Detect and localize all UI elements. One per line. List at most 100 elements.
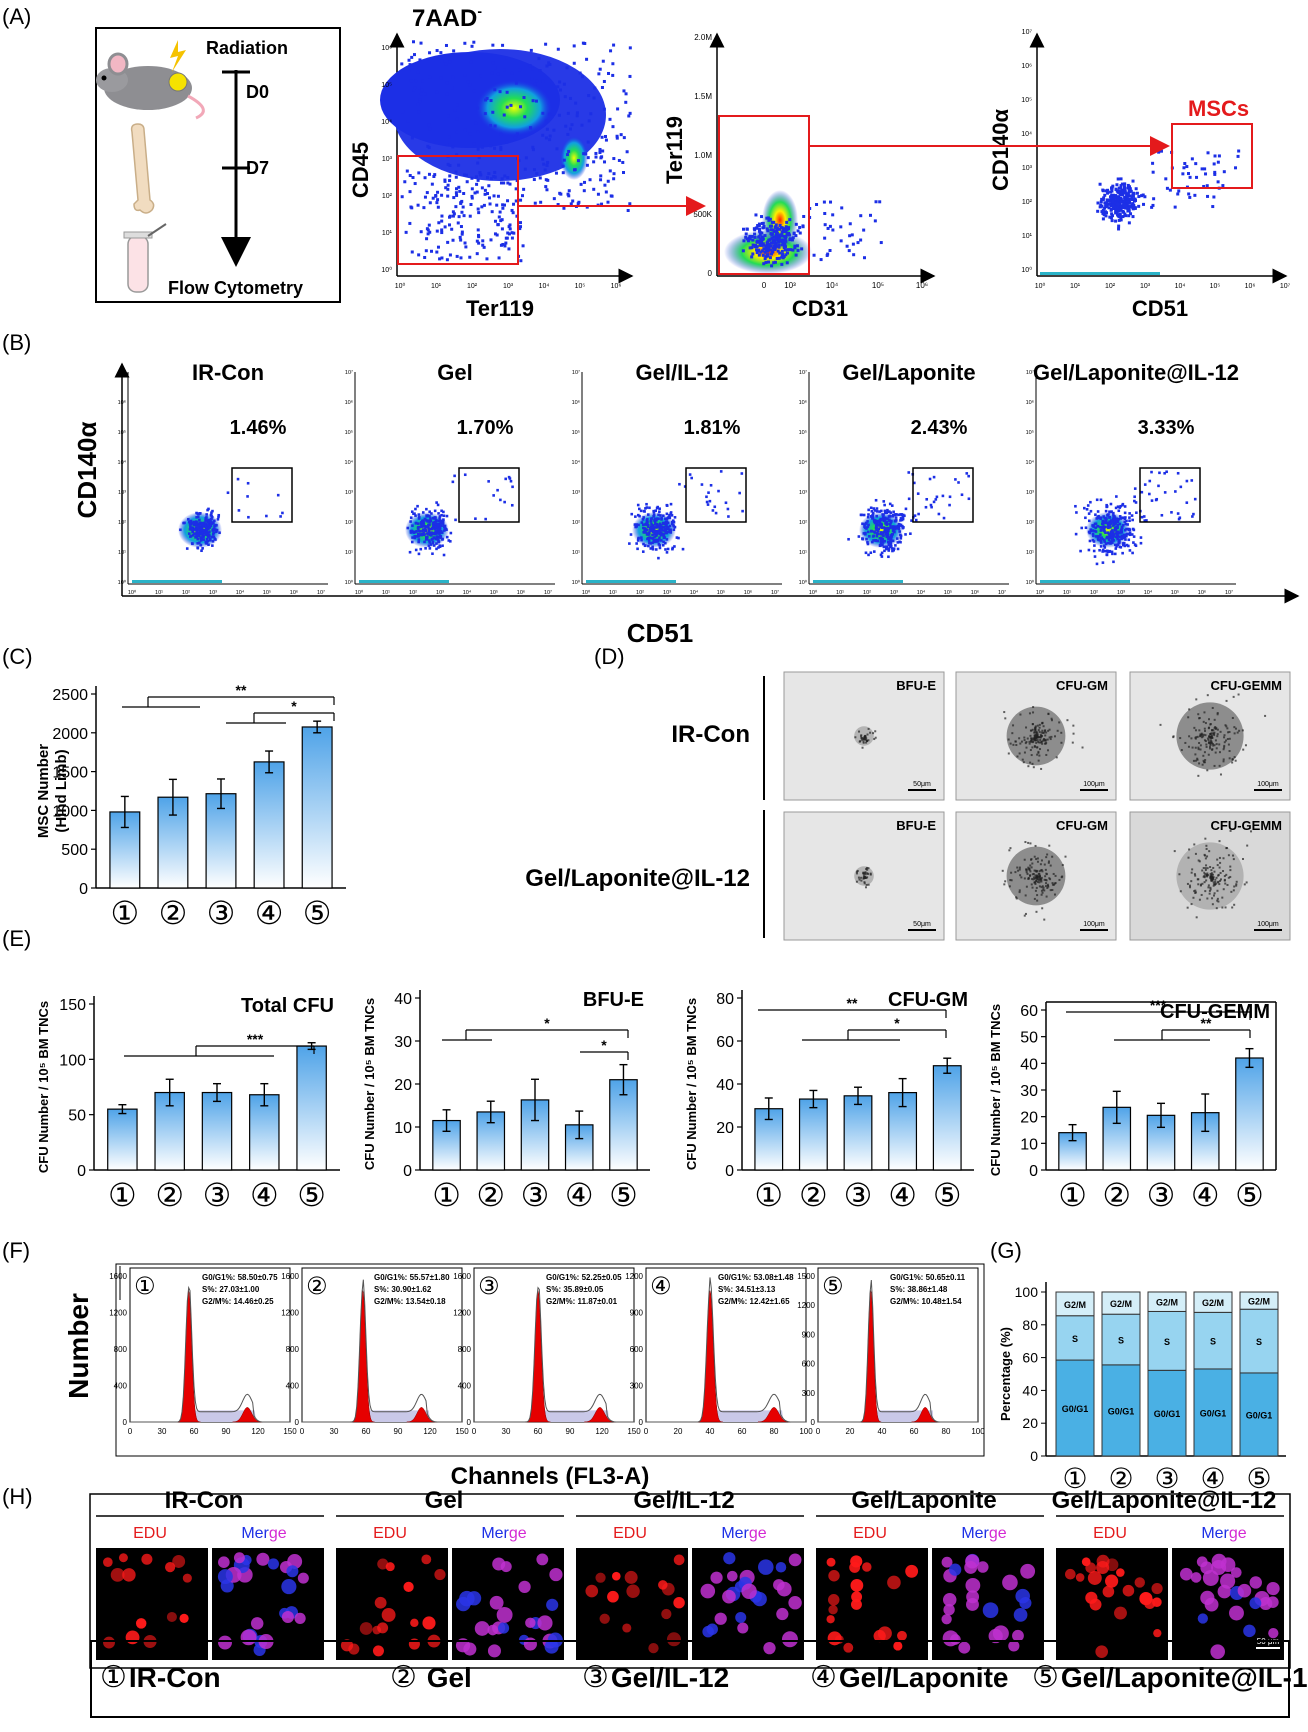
histogram-ytick: 1200 <box>109 1309 127 1318</box>
panel-b-ytick: 10⁰ <box>345 579 354 586</box>
panel-b-ytick: 10⁷ <box>572 369 580 376</box>
scatter-point <box>438 517 441 520</box>
scatter-point <box>279 515 282 518</box>
scatter-point <box>476 130 480 134</box>
cell-dot <box>1020 876 1023 879</box>
edu-nucleus <box>624 1570 638 1584</box>
cell-dot <box>1206 897 1209 900</box>
edu-nucleus <box>381 1607 396 1622</box>
edu-nucleus <box>1122 1584 1135 1597</box>
scatter-point <box>888 502 892 506</box>
scatter-point <box>439 519 443 523</box>
scatter-point <box>863 523 866 526</box>
scatter-point <box>606 200 610 204</box>
cell-dot <box>1054 882 1057 885</box>
scatter-point <box>621 160 625 164</box>
scatter-point <box>893 519 897 523</box>
merge-nucleus <box>1020 1563 1036 1579</box>
merge-nucleus <box>544 1639 559 1654</box>
scatter-point <box>760 240 764 244</box>
scatter-point <box>499 498 502 502</box>
cell-dot <box>867 867 870 870</box>
edu-nucleus <box>403 1581 414 1593</box>
cell-dot <box>1042 725 1045 728</box>
scale-bar-label: 100μm <box>1257 781 1279 788</box>
cell-dot <box>1225 847 1228 850</box>
stacked-segment <box>1239 1291 1279 1310</box>
g2m-peak <box>584 1407 615 1423</box>
cell-dot <box>1031 878 1034 881</box>
scatter-point <box>867 530 870 534</box>
scatter-point <box>1098 548 1101 552</box>
scatter-point <box>1110 530 1114 533</box>
cell-dot <box>865 741 868 744</box>
scatter-point <box>237 509 241 512</box>
cell-dot <box>1047 713 1050 716</box>
edu-nucleus <box>1153 1628 1162 1638</box>
category-label: ② <box>1108 1462 1133 1495</box>
scatter-point <box>744 235 748 239</box>
scatter-point <box>848 234 852 238</box>
scatter-point <box>750 255 754 259</box>
scatter-point <box>1101 550 1104 553</box>
cell-dot <box>1180 749 1183 752</box>
cell-dot <box>855 870 858 873</box>
scatter-point <box>879 241 883 245</box>
histogram-ytick: 1600 <box>109 1272 127 1281</box>
cell-dot <box>1209 733 1212 736</box>
scatter-point <box>434 532 437 536</box>
merge-nucleus <box>1243 1624 1256 1638</box>
scatter-point <box>888 510 891 513</box>
scatter-point <box>1128 512 1131 515</box>
cell-dot <box>1036 857 1039 860</box>
scatter-point <box>439 530 443 533</box>
cell-dot <box>1200 893 1203 896</box>
scatter-point <box>565 66 569 70</box>
scatter-point <box>643 530 647 534</box>
cell-dot <box>1029 842 1032 845</box>
panel-label-e: (E) <box>2 926 31 951</box>
scatter-point <box>885 545 889 549</box>
scatter-point <box>200 549 203 553</box>
scatter-point <box>1212 162 1216 166</box>
scatter-point <box>509 103 513 107</box>
y-tick-label: 30 <box>1020 1083 1038 1100</box>
scatter-point <box>209 518 212 522</box>
scatter-point <box>783 234 787 238</box>
merge-nucleus <box>763 1641 776 1655</box>
scatter-point <box>764 244 768 248</box>
scatter-point <box>1122 535 1125 538</box>
scatter-point <box>1111 200 1115 204</box>
edu-nucleus <box>434 1568 446 1581</box>
cell-dot <box>1186 882 1189 885</box>
scatter-point <box>709 483 713 487</box>
merge-nucleus <box>463 1642 477 1656</box>
panel-b-ytick: 10⁴ <box>118 459 127 466</box>
scatter-point <box>863 525 866 528</box>
panel-b-ytick: 10⁴ <box>799 459 808 466</box>
scatter-point <box>784 236 788 240</box>
scatter-point <box>775 226 779 230</box>
cell-dot <box>1213 731 1216 734</box>
segment-label: G0/G1 <box>1246 1410 1273 1420</box>
cell-dot <box>1037 729 1040 732</box>
scatter-point <box>504 241 508 245</box>
scatter-point <box>881 537 884 541</box>
scatter-point <box>482 245 486 249</box>
scatter-point <box>410 55 414 59</box>
scatter-point <box>434 194 438 198</box>
scatter-point <box>211 544 214 547</box>
bar <box>932 1065 962 1171</box>
scatter-point <box>211 540 215 543</box>
scatter-point <box>890 532 894 536</box>
scatter-point <box>592 96 596 100</box>
sig-label: * <box>601 1037 607 1053</box>
scatter-point <box>197 533 201 537</box>
cell-dot <box>865 868 868 871</box>
scatter-point <box>612 43 616 47</box>
scatter-point <box>862 532 866 535</box>
scatter-point <box>1099 200 1103 204</box>
histogram-stat: S%: 27.03±1.00 <box>202 1285 260 1294</box>
scatter-point <box>419 523 423 526</box>
scatter-point <box>423 92 427 96</box>
